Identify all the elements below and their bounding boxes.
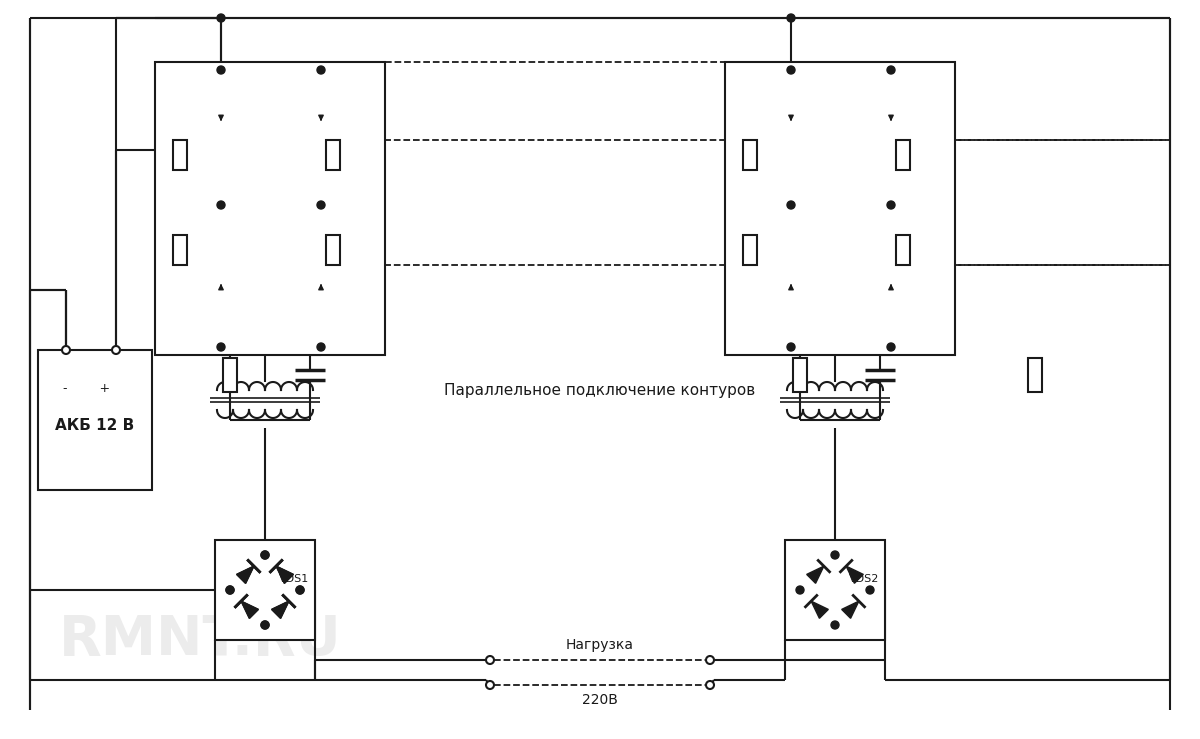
Circle shape: [787, 201, 796, 209]
Polygon shape: [271, 601, 289, 619]
Circle shape: [112, 346, 120, 354]
Circle shape: [296, 586, 304, 594]
Circle shape: [262, 621, 269, 629]
Circle shape: [217, 66, 226, 74]
Circle shape: [296, 586, 304, 594]
Circle shape: [226, 586, 234, 594]
Circle shape: [226, 586, 234, 594]
Circle shape: [217, 14, 226, 22]
Text: -        +: - +: [64, 381, 110, 395]
Circle shape: [887, 343, 895, 351]
Circle shape: [787, 66, 796, 74]
Circle shape: [830, 621, 839, 629]
Bar: [1028, 358, 1042, 392]
Circle shape: [706, 681, 714, 689]
Polygon shape: [236, 566, 254, 583]
Text: Нагрузка: Нагрузка: [566, 638, 634, 652]
Text: VDS1: VDS1: [278, 574, 310, 585]
Bar: [215, 540, 314, 640]
Circle shape: [486, 656, 494, 664]
Text: АКБ 12 В: АКБ 12 В: [55, 418, 134, 432]
Circle shape: [887, 66, 895, 74]
Polygon shape: [241, 601, 258, 619]
Bar: [785, 540, 886, 640]
Polygon shape: [276, 566, 293, 583]
Polygon shape: [241, 601, 258, 619]
Circle shape: [787, 343, 796, 351]
Bar: [743, 140, 757, 170]
Circle shape: [486, 681, 494, 689]
Bar: [743, 235, 757, 265]
Circle shape: [866, 586, 874, 594]
Circle shape: [62, 346, 70, 354]
Bar: [326, 140, 340, 170]
Text: RMNT.RU: RMNT.RU: [59, 613, 341, 667]
Bar: [326, 235, 340, 265]
Circle shape: [262, 551, 269, 559]
Polygon shape: [811, 601, 828, 619]
Bar: [725, 62, 955, 355]
Polygon shape: [236, 566, 254, 583]
Polygon shape: [841, 601, 859, 619]
Circle shape: [317, 343, 325, 351]
Bar: [223, 358, 238, 392]
Text: 220В: 220В: [582, 693, 618, 707]
Bar: [38, 350, 152, 490]
Circle shape: [887, 201, 895, 209]
Circle shape: [317, 201, 325, 209]
Polygon shape: [271, 601, 289, 619]
Circle shape: [317, 66, 325, 74]
Circle shape: [787, 14, 796, 22]
Bar: [896, 235, 910, 265]
Circle shape: [830, 551, 839, 559]
Circle shape: [262, 551, 269, 559]
Polygon shape: [846, 566, 863, 583]
Circle shape: [796, 586, 804, 594]
Circle shape: [706, 656, 714, 664]
Circle shape: [217, 343, 226, 351]
Text: VDS2: VDS2: [850, 574, 880, 585]
Circle shape: [217, 201, 226, 209]
Bar: [155, 62, 385, 355]
Bar: [173, 235, 187, 265]
Bar: [896, 140, 910, 170]
Polygon shape: [276, 566, 293, 583]
Bar: [793, 358, 808, 392]
Bar: [173, 140, 187, 170]
Text: Параллельное подключение контуров: Параллельное подключение контуров: [444, 383, 756, 398]
Circle shape: [262, 621, 269, 629]
Text: VDS1: VDS1: [278, 574, 310, 585]
Polygon shape: [806, 566, 824, 583]
